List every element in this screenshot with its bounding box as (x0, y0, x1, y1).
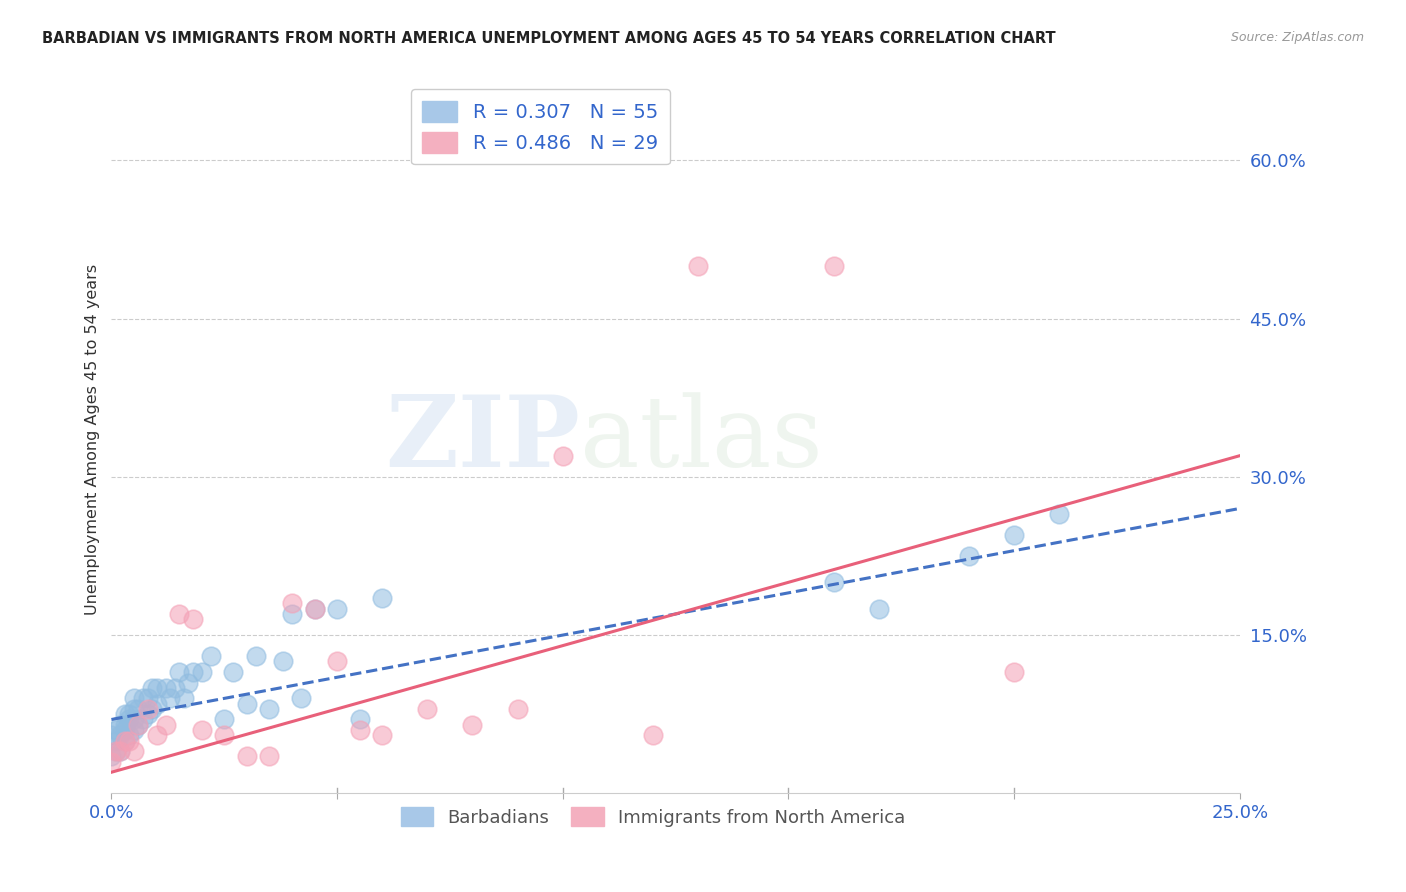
Point (181, 665, 204, 679)
Point (641, 728, 664, 742)
Point (128, 718, 150, 732)
Point (110, 744, 132, 758)
Point (349, 713, 371, 727)
Point (136, 691, 159, 706)
Point (271, 655, 294, 669)
Point (190, 723, 212, 737)
Point (688, 259, 710, 273)
Point (461, 718, 484, 732)
Point (128, 702, 150, 716)
Point (212, 713, 235, 727)
Point (136, 702, 159, 716)
Point (304, 601, 326, 615)
Point (122, 713, 145, 727)
Point (212, 728, 235, 742)
Point (128, 718, 150, 732)
Point (326, 601, 349, 615)
Point (110, 718, 132, 732)
Point (114, 733, 136, 747)
Point (281, 607, 304, 621)
Point (141, 681, 163, 695)
Point (122, 691, 145, 706)
Point (290, 691, 312, 706)
Point (222, 665, 245, 679)
Point (167, 607, 190, 621)
Point (141, 702, 163, 716)
Point (118, 713, 141, 727)
Point (1047, 507, 1070, 521)
Y-axis label: Unemployment Among Ages 45 to 54 years: Unemployment Among Ages 45 to 54 years (86, 264, 100, 615)
Point (181, 612, 204, 626)
Point (122, 744, 145, 758)
Text: atlas: atlas (579, 392, 823, 488)
Point (100, 728, 122, 742)
Point (132, 713, 155, 727)
Point (259, 702, 281, 716)
Point (104, 744, 127, 758)
Point (1002, 528, 1025, 542)
Point (122, 702, 145, 716)
Point (281, 596, 304, 610)
Point (416, 702, 439, 716)
Point (118, 707, 141, 722)
Point (371, 591, 394, 606)
Point (173, 691, 195, 706)
Point (132, 691, 155, 706)
Point (159, 691, 181, 706)
Point (349, 723, 371, 737)
Point (163, 681, 186, 695)
Point (823, 575, 845, 590)
Point (114, 718, 136, 732)
Point (868, 601, 890, 615)
Point (551, 449, 574, 463)
Point (155, 681, 177, 695)
Point (100, 755, 122, 769)
Point (114, 723, 136, 737)
Point (190, 665, 212, 679)
Point (110, 728, 132, 742)
Point (104, 723, 127, 737)
Point (326, 655, 349, 669)
Point (245, 649, 267, 664)
Legend: Barbadians, Immigrants from North America: Barbadians, Immigrants from North Americ… (394, 799, 912, 834)
Point (118, 733, 141, 747)
Point (145, 681, 167, 695)
Point (236, 697, 259, 711)
Point (304, 601, 326, 615)
Point (100, 749, 122, 764)
Point (145, 728, 167, 742)
Point (1002, 665, 1025, 679)
Point (118, 728, 141, 742)
Point (145, 697, 167, 711)
Point (506, 702, 529, 716)
Point (122, 723, 145, 737)
Point (957, 549, 980, 563)
Point (823, 259, 845, 273)
Point (110, 744, 132, 758)
Point (236, 749, 259, 764)
Point (114, 707, 136, 722)
Point (136, 707, 159, 722)
Text: BARBADIAN VS IMMIGRANTS FROM NORTH AMERICA UNEMPLOYMENT AMONG AGES 45 TO 54 YEAR: BARBADIAN VS IMMIGRANTS FROM NORTH AMERI… (42, 31, 1056, 46)
Point (200, 649, 222, 664)
Point (371, 728, 394, 742)
Text: ZIP: ZIP (385, 392, 579, 488)
Text: Source: ZipAtlas.com: Source: ZipAtlas.com (1230, 31, 1364, 45)
Point (104, 744, 127, 758)
Point (177, 675, 200, 690)
Point (259, 749, 281, 764)
Point (114, 733, 136, 747)
Point (155, 718, 177, 732)
Point (167, 665, 190, 679)
Point (104, 733, 127, 747)
